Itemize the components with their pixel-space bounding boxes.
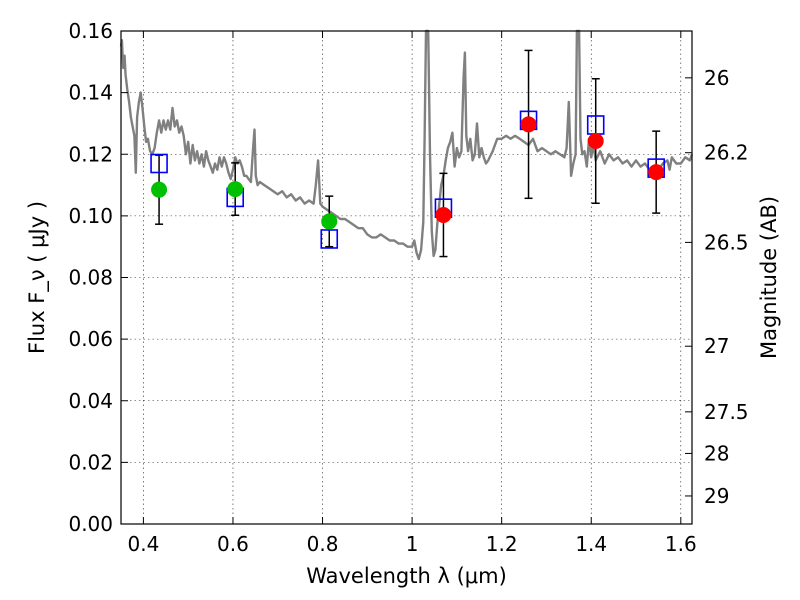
x-tick-label: 1: [406, 532, 419, 556]
model-square: [150, 153, 168, 174]
y-tick-label: 0.00: [68, 512, 113, 536]
model-square: [320, 229, 339, 249]
right-tick-label: 27: [704, 334, 729, 358]
data-point: [520, 116, 537, 133]
spectrum-line: [119, 29, 694, 261]
y-tick-label: 0.02: [68, 450, 113, 474]
observed-points: [151, 116, 665, 230]
y-tick-label: 0.12: [68, 142, 113, 166]
y-axis-label: Flux F_ν ( μJy ): [25, 201, 50, 354]
y-tick-label: 0.04: [68, 389, 113, 413]
right-tick-label: 26.2: [704, 141, 749, 165]
x-tick-label: 1.4: [575, 532, 607, 556]
model-photometry-squares: [150, 110, 665, 249]
y-tick-label: 0.16: [68, 19, 113, 43]
y-tick-label: 0.14: [68, 81, 113, 105]
x-tick-labels: 0.4 0.6 0.8 1 1.2 1.4 1.6: [127, 532, 696, 556]
right-tick-label: 29: [704, 484, 729, 508]
data-point: [151, 181, 168, 198]
x-tick-label: 1.2: [486, 532, 518, 556]
y-tick-label: 0.08: [68, 266, 113, 290]
right-tick-label: 26: [704, 66, 729, 90]
right-tick-label: 27.5: [704, 400, 749, 424]
data-point: [321, 213, 338, 230]
x-tick-label: 0.6: [217, 532, 249, 556]
right-tick-label: 28: [704, 441, 729, 465]
right-tick-label: 26.5: [704, 230, 749, 254]
spectrum-layer: [119, 29, 694, 261]
x-tick-label: 0.4: [127, 532, 159, 556]
x-tick-label: 1.6: [665, 532, 697, 556]
ticks: [121, 30, 692, 525]
data-point: [227, 181, 244, 198]
x-axis-label: Wavelength λ (μm): [306, 564, 507, 588]
data-point: [587, 133, 604, 150]
right-axis-tick-labels: 26 26.2 26.5 27 27.5 28 29: [704, 66, 749, 508]
right-axis-label: Magnitude (AB): [757, 196, 781, 359]
data-point: [648, 164, 665, 181]
grid: [121, 30, 692, 525]
y-tick-label: 0.06: [68, 327, 113, 351]
y-tick-label: 0.10: [68, 204, 113, 228]
x-tick-label: 0.8: [307, 532, 339, 556]
y-tick-labels: 0.00 0.02 0.04 0.06 0.08 0.10 0.12 0.14 0.16: [68, 19, 113, 536]
data-point: [435, 206, 452, 223]
